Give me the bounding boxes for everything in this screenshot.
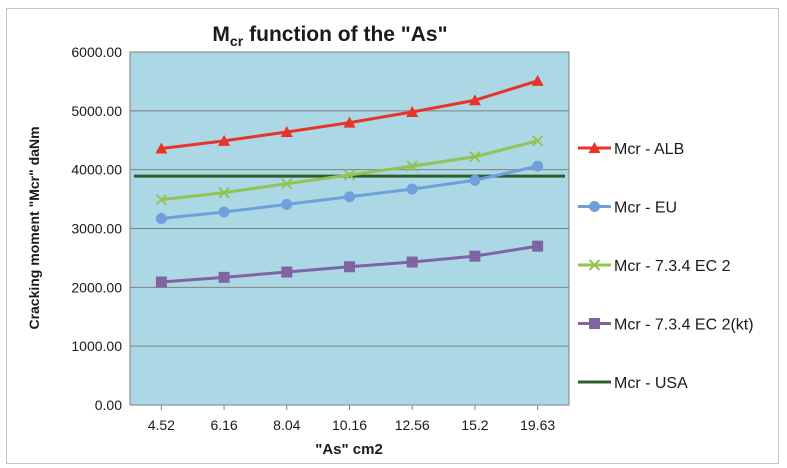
legend-item: Mcr - USA xyxy=(578,375,688,392)
data-point xyxy=(155,276,167,288)
data-point xyxy=(218,206,230,218)
data-point xyxy=(155,142,168,154)
chart-title-subscript: cr xyxy=(230,33,244,49)
legend-item: Mcr - 7.3.4 EC 2 xyxy=(578,258,731,275)
chart-title: Mcr function of the "As" xyxy=(212,23,447,49)
y-tick-label: 4000.00 xyxy=(71,162,122,178)
data-point xyxy=(406,106,419,118)
y-axis-label: Cracking moment "Mcr" daNm xyxy=(26,126,42,329)
y-tick-label: 2000.00 xyxy=(71,279,122,295)
x-tick-label: 10.16 xyxy=(332,417,367,433)
legend-marker xyxy=(589,318,600,329)
data-point xyxy=(280,126,293,138)
chart-title-prefix: M xyxy=(212,23,230,46)
legend-marker xyxy=(588,259,601,271)
legend-item: Mcr - EU xyxy=(578,200,677,217)
data-point xyxy=(531,135,544,147)
y-tick-label: 0.00 xyxy=(95,397,122,413)
x-tick-label: 15.2 xyxy=(461,417,488,433)
legend-label: Mcr - ALB xyxy=(614,141,684,158)
data-point xyxy=(218,271,230,283)
data-point xyxy=(218,134,231,146)
data-point xyxy=(281,266,293,278)
series-4 xyxy=(155,240,544,288)
legend: Mcr - ALB Mcr - EU Mcr - 7.3.4 EC 2 Mcr - 7… xyxy=(578,141,754,392)
x-tick-label: 8.04 xyxy=(273,417,300,433)
data-point xyxy=(155,193,168,206)
series-1 xyxy=(155,74,544,154)
data-point xyxy=(469,250,481,262)
x-tick-labels: 4.52 6.16 8.04 10.16 12.56 15.2 19.63 xyxy=(148,405,555,433)
data-point xyxy=(344,261,355,273)
data-point xyxy=(469,174,481,186)
data-point xyxy=(344,191,355,203)
data-point xyxy=(406,160,418,172)
data-point xyxy=(155,212,167,224)
legend-label: Mcr - EU xyxy=(614,200,677,217)
data-point xyxy=(532,240,544,252)
data-point xyxy=(469,151,481,163)
x-tick-label: 12.56 xyxy=(395,417,430,433)
series-3 xyxy=(155,135,544,206)
x-axis-label: "As" cm2 xyxy=(315,441,383,458)
legend-item: Mcr - 7.3.4 EC 2(kt) xyxy=(578,317,754,334)
y-tick-label: 5000.00 xyxy=(71,103,122,119)
data-point xyxy=(343,169,356,181)
legend-marker xyxy=(589,201,600,212)
data-point xyxy=(531,74,544,86)
legend-label: Mcr - 7.3.4 EC 2 xyxy=(614,258,731,275)
legend-marker xyxy=(588,142,601,153)
legend-label: Mcr - 7.3.4 EC 2(kt) xyxy=(614,317,754,334)
chart-title-main: function of the "As" xyxy=(249,23,447,46)
y-tick-labels: 0.00 1000.00 2000.00 3000.00 4000.00 5000.00 6… xyxy=(71,44,122,413)
data-point xyxy=(281,198,293,210)
y-tick-label: 3000.00 xyxy=(71,221,122,237)
x-tick-label: 19.63 xyxy=(520,417,555,433)
data-point xyxy=(218,186,230,199)
y-tick-label: 1000.00 xyxy=(71,338,122,354)
data-point xyxy=(406,183,418,195)
data-point xyxy=(468,94,481,106)
x-tick-label: 4.52 xyxy=(148,417,175,433)
y-tick-label: 6000.00 xyxy=(71,44,122,60)
series-lines xyxy=(134,74,565,288)
legend-label: Mcr - USA xyxy=(614,375,688,392)
x-tick-label: 6.16 xyxy=(210,417,237,433)
data-point xyxy=(343,116,356,128)
series-2 xyxy=(155,160,544,224)
data-point xyxy=(532,160,544,172)
data-point xyxy=(406,256,418,268)
gridlines xyxy=(130,110,569,347)
legend-item: Mcr - ALB xyxy=(578,141,684,158)
data-point xyxy=(281,178,293,190)
